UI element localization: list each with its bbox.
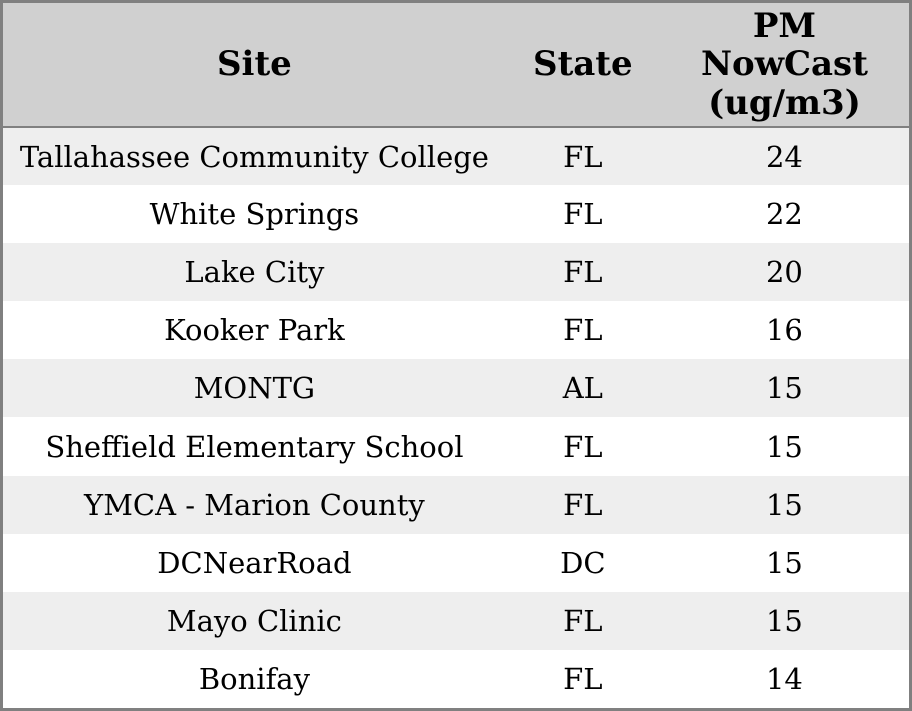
- table-header: Site State PM NowCast (ug/m3): [3, 3, 909, 128]
- cell-pm-nowcast: 15: [765, 487, 803, 522]
- cell-pm-nowcast: 15: [765, 429, 803, 464]
- cell-pm-nowcast: 24: [765, 139, 803, 174]
- cell-site: Mayo Clinic: [166, 603, 342, 638]
- cell-site: MONTG: [193, 371, 316, 406]
- cell-pm-nowcast: 22: [765, 197, 803, 232]
- col-header-site: Site: [3, 3, 506, 128]
- cell-site: Kooker Park: [164, 313, 345, 348]
- table-row: Sheffield Elementary School FL 15: [3, 417, 909, 476]
- cell-state: FL: [563, 603, 603, 638]
- table-row: DCNearRoad DC 15: [3, 533, 909, 592]
- table-row: Mayo Clinic FL 15: [3, 591, 909, 650]
- cell-state: FL: [563, 313, 603, 348]
- cell-state: AL: [562, 371, 603, 406]
- cell-pm-nowcast: 14: [765, 661, 803, 696]
- cell-site: Bonifay: [198, 661, 310, 696]
- cell-site: DCNearRoad: [157, 545, 352, 580]
- col-header-pm-nowcast: PM NowCast (ug/m3): [659, 3, 909, 128]
- cell-site: White Springs: [149, 197, 360, 232]
- cell-state: FL: [563, 255, 603, 290]
- cell-state: FL: [563, 139, 603, 174]
- cell-site: YMCA - Marion County: [84, 487, 425, 522]
- cell-pm-nowcast: 15: [765, 545, 803, 580]
- table-row: Tallahassee Community College FL 24: [3, 127, 909, 186]
- table-row: Bonifay FL 14: [3, 649, 909, 708]
- col-header-site-label: Site: [217, 44, 292, 85]
- cell-state: FL: [563, 429, 603, 464]
- cell-site: Sheffield Elementary School: [45, 429, 464, 464]
- cell-site: Lake City: [184, 255, 325, 290]
- table-row: MONTG AL 15: [3, 359, 909, 418]
- table-row: YMCA - Marion County FL 15: [3, 475, 909, 534]
- table-body: Tallahassee Community College FL 24 Whit…: [3, 127, 909, 708]
- cell-site: Tallahassee Community College: [19, 139, 489, 174]
- cell-state: FL: [563, 487, 603, 522]
- header-row: Site State PM NowCast (ug/m3): [3, 3, 909, 128]
- table-row: White Springs FL 22: [3, 185, 909, 244]
- col-header-pm-nowcast-label: PM NowCast (ug/m3): [700, 6, 868, 123]
- col-header-state: State: [505, 3, 660, 128]
- cell-state: DC: [560, 545, 606, 580]
- cell-pm-nowcast: 16: [765, 313, 803, 348]
- table-row: Lake City FL 20: [3, 243, 909, 302]
- cell-state: FL: [563, 661, 603, 696]
- cell-state: FL: [563, 197, 603, 232]
- cell-pm-nowcast: 15: [765, 603, 803, 638]
- table-row: Kooker Park FL 16: [3, 301, 909, 360]
- cell-pm-nowcast: 15: [765, 371, 803, 406]
- cell-pm-nowcast: 20: [765, 255, 803, 290]
- data-table: Site State PM NowCast (ug/m3) Tallahasse…: [3, 3, 909, 708]
- col-header-state-label: State: [533, 44, 633, 85]
